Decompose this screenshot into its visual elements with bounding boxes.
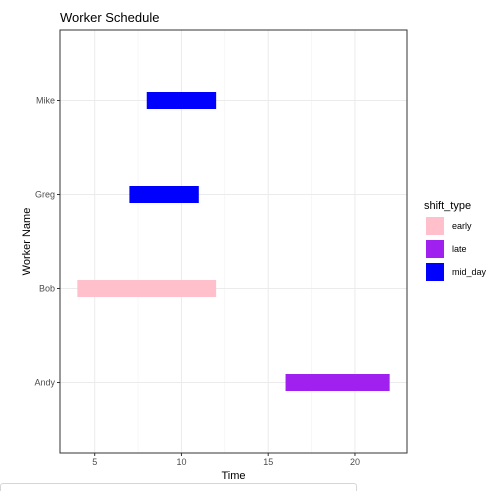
- plot-border: [59, 29, 408, 454]
- x-tick-label: 20: [350, 457, 360, 467]
- legend-key: [426, 263, 444, 281]
- legend-label: mid_day: [452, 267, 487, 277]
- y-tick-label: Bob: [39, 284, 55, 294]
- bottom-panel-edge: [0, 483, 357, 491]
- y-tick-label: Greg: [35, 190, 55, 200]
- legend-key: [426, 240, 444, 258]
- x-axis-title: Time: [221, 470, 245, 482]
- chart-title: Worker Schedule: [60, 10, 159, 25]
- legend-label: late: [452, 244, 467, 254]
- legend-label: early: [452, 221, 472, 231]
- x-tick-label: 5: [92, 457, 97, 467]
- schedule-bar: [129, 186, 199, 203]
- x-tick-label: 10: [176, 457, 186, 467]
- legend-title: shift_type: [424, 200, 471, 212]
- y-tick-label: Andy: [34, 378, 55, 388]
- schedule-bar: [285, 374, 390, 391]
- y-tick-label: Mike: [36, 96, 55, 106]
- legend-key: [426, 217, 444, 235]
- x-tick-label: 15: [263, 457, 273, 467]
- schedule-bar: [77, 280, 217, 297]
- y-axis-title: Worker Name: [21, 208, 33, 276]
- schedule-bar: [146, 92, 217, 109]
